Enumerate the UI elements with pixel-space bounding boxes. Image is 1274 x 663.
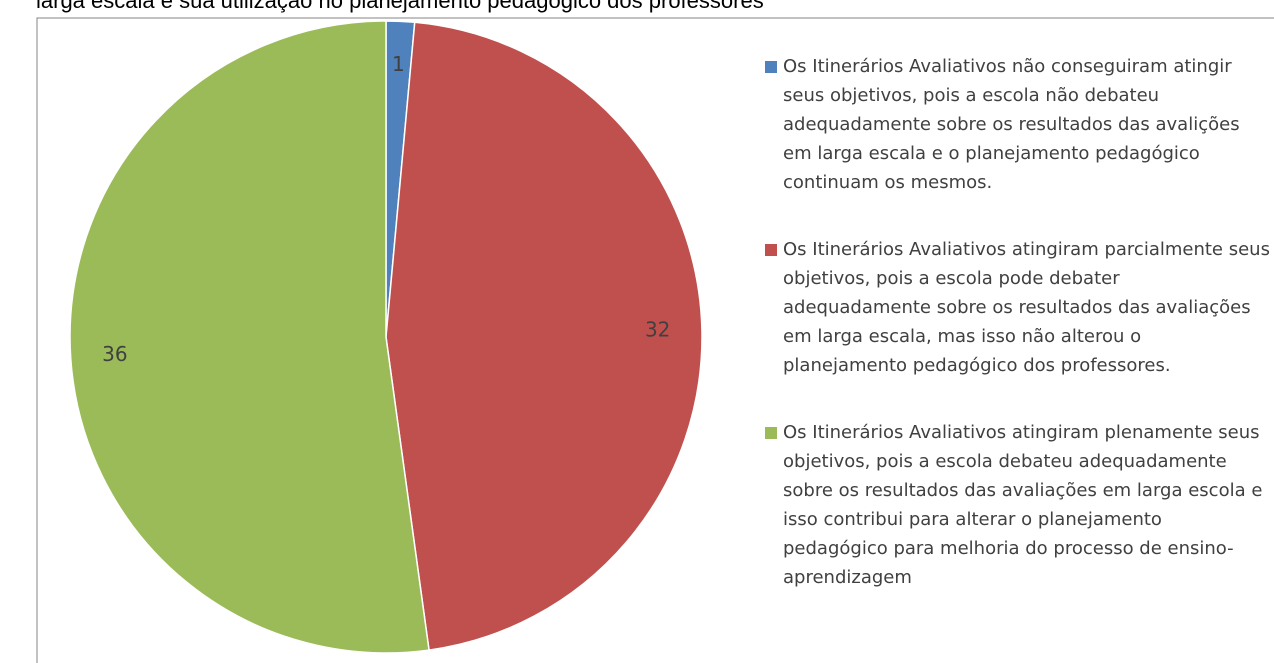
- data-label: 32: [645, 317, 670, 341]
- legend: Os Itinerários Avaliativos não conseguir…: [765, 52, 1270, 630]
- pie-slice: [385, 21, 703, 651]
- legend-label: Os Itinerários Avaliativos não conseguir…: [783, 56, 1240, 193]
- data-label: 36: [102, 342, 127, 366]
- chart-title: larga escala e sua utilização no planeja…: [36, 0, 764, 13]
- legend-entry: Os Itinerários Avaliativos atingiram par…: [765, 235, 1270, 380]
- legend-entry: Os Itinerários Avaliativos não conseguir…: [765, 52, 1270, 197]
- data-label: 1: [392, 52, 405, 76]
- chart-border: [36, 17, 1274, 663]
- legend-label: Os Itinerários Avaliativos atingiram ple…: [783, 422, 1263, 588]
- legend-key: [765, 244, 777, 256]
- legend-entry: Os Itinerários Avaliativos atingiram ple…: [765, 418, 1270, 592]
- legend-key: [765, 61, 777, 73]
- legend-key: [765, 427, 777, 439]
- legend-label: Os Itinerários Avaliativos atingiram par…: [783, 239, 1270, 376]
- pie-slice: [69, 20, 430, 654]
